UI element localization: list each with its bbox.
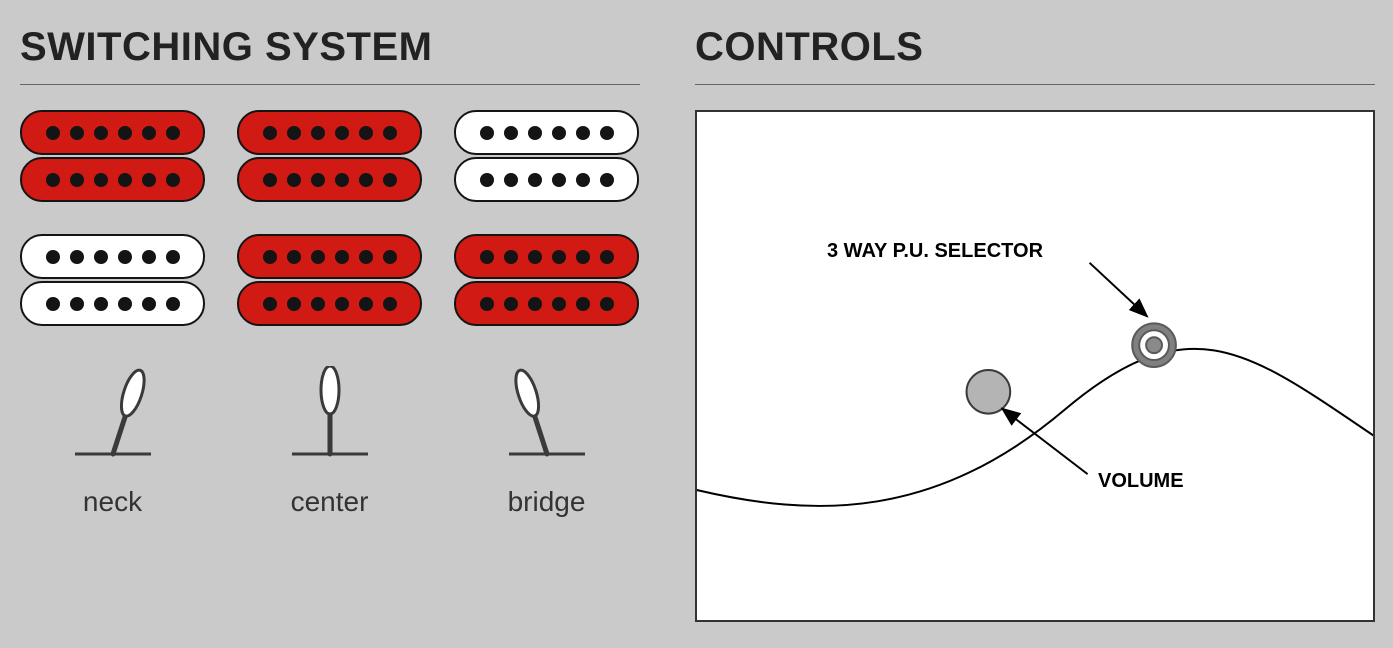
switching-heading: SWITCHING SYSTEM bbox=[20, 25, 640, 70]
toggle-switch-icon bbox=[260, 366, 400, 476]
switch-position: center bbox=[237, 366, 422, 518]
callout-arrow bbox=[1002, 409, 1087, 474]
humbucker-icon bbox=[20, 110, 205, 202]
controls-diagram: 3 WAY P.U. SELECTOR VOLUME bbox=[695, 110, 1375, 622]
humbucker-icon bbox=[20, 234, 205, 326]
controls-section: CONTROLS 3 WAY P.U. SELECTOR VOLUME bbox=[695, 25, 1375, 622]
controls-heading: CONTROLS bbox=[695, 25, 1375, 70]
humbucker-icon bbox=[454, 234, 639, 326]
switching-system-section: SWITCHING SYSTEM neck center bridge bbox=[20, 25, 640, 622]
pickup-grid bbox=[20, 110, 640, 326]
switch-label: center bbox=[291, 486, 369, 518]
selector-label: 3 WAY P.U. SELECTOR bbox=[827, 240, 1043, 263]
toggle-switch-icon bbox=[43, 366, 183, 476]
volume-knob-icon bbox=[967, 370, 1011, 414]
switch-label: neck bbox=[83, 486, 142, 518]
volume-label: VOLUME bbox=[1098, 470, 1184, 493]
humbucker-icon bbox=[237, 110, 422, 202]
switch-row: neck center bridge bbox=[20, 366, 640, 518]
humbucker-icon bbox=[454, 110, 639, 202]
pickup-row bbox=[20, 110, 640, 202]
switching-hr bbox=[20, 84, 640, 85]
switch-position: neck bbox=[20, 366, 205, 518]
callout-arrow bbox=[1090, 263, 1148, 317]
humbucker-icon bbox=[237, 234, 422, 326]
toggle-switch-icon bbox=[477, 366, 617, 476]
controls-hr bbox=[695, 84, 1375, 85]
switch-label: bridge bbox=[508, 486, 586, 518]
pickup-row bbox=[20, 234, 640, 326]
switch-position: bridge bbox=[454, 366, 639, 518]
guitar-body-outline bbox=[697, 349, 1373, 506]
pickup-selector-icon bbox=[1146, 337, 1162, 353]
